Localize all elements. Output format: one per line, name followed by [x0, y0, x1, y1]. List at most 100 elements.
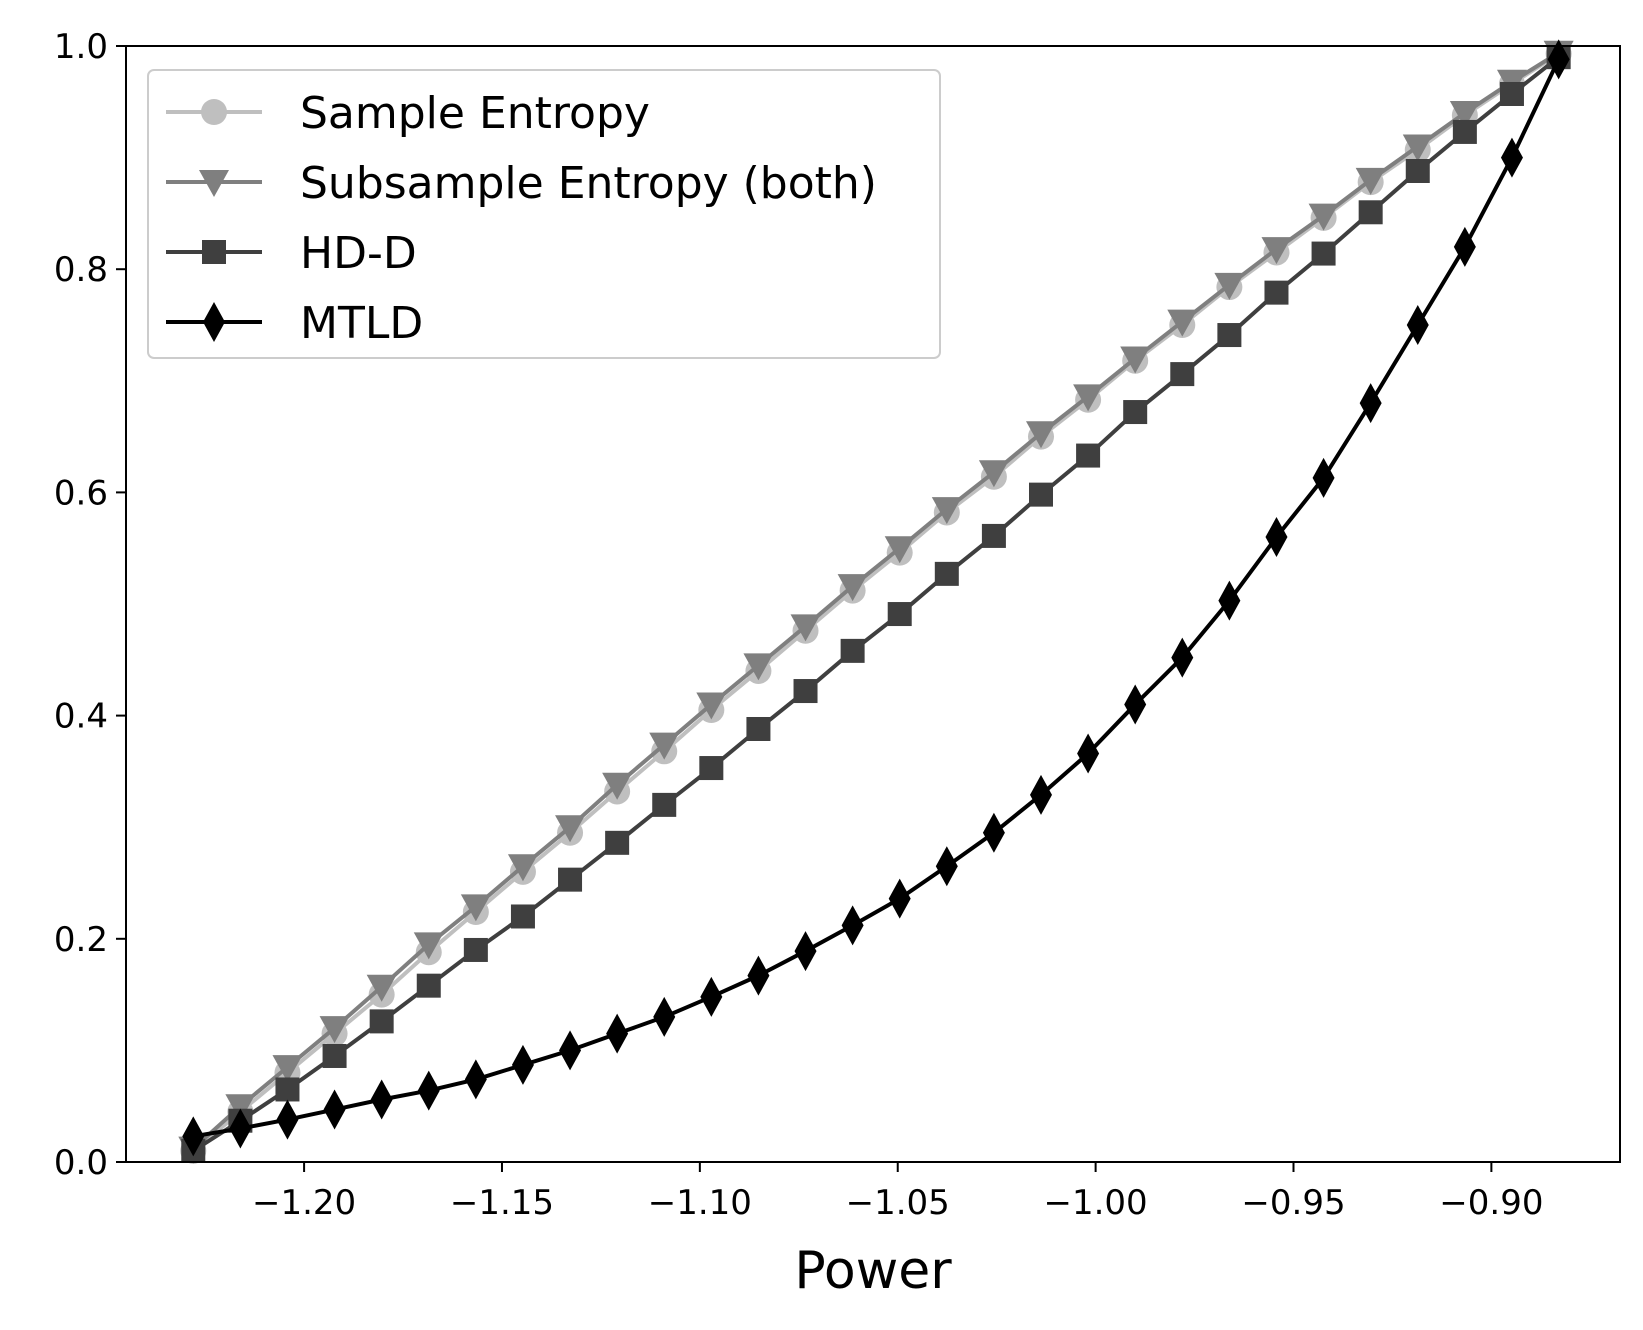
data-point	[460, 894, 491, 922]
data-point	[417, 1070, 440, 1111]
legend-marker	[201, 99, 227, 125]
data-point	[1120, 346, 1151, 374]
y-tick-label: 0.6	[54, 473, 108, 513]
plot-frame	[125, 45, 1621, 1163]
data-point	[225, 1094, 256, 1122]
legend-label: Subsample Entropy (both)	[300, 158, 877, 209]
data-point	[837, 574, 868, 602]
data-point	[1264, 280, 1289, 305]
data-point	[935, 846, 958, 887]
data-point	[1402, 134, 1433, 162]
data-point	[1217, 323, 1242, 348]
data-point	[369, 1009, 394, 1034]
data-point	[559, 1030, 582, 1071]
data-point	[1405, 158, 1430, 183]
data-point	[746, 716, 771, 741]
legend-entry: Sample Entropy	[166, 88, 650, 139]
data-point	[323, 1089, 346, 1130]
x-axis: −1.20 −1.15 −1.10 −1.05 −1.00 −0.95 −0.90	[252, 1162, 1543, 1223]
y-axis: 0.0 0.2 0.4 0.6 0.8 1.0	[54, 27, 126, 1183]
data-point	[1311, 241, 1336, 266]
data-point	[510, 904, 535, 929]
x-axis-label: Power	[794, 1241, 952, 1301]
data-point	[1030, 774, 1053, 815]
data-point	[888, 878, 911, 919]
legend-label: MTLD	[300, 298, 423, 349]
data-point	[1170, 362, 1195, 387]
data-point	[1355, 167, 1386, 195]
data-point	[794, 931, 817, 972]
data-point	[1358, 200, 1383, 225]
data-point	[1123, 400, 1148, 425]
data-point	[696, 692, 727, 720]
data-point	[887, 602, 912, 627]
data-point	[1499, 81, 1524, 106]
data-point	[1312, 457, 1335, 498]
data-point	[464, 1059, 487, 1100]
data-point	[319, 1016, 350, 1044]
data-point	[841, 905, 864, 946]
data-point	[555, 815, 586, 843]
series-hd-d	[181, 45, 1571, 1163]
data-point	[366, 974, 397, 1002]
y-tick-label: 1.0	[54, 27, 108, 67]
data-point	[700, 976, 723, 1017]
series-mtld	[182, 39, 1570, 1157]
y-tick-label: 0.0	[54, 1143, 108, 1183]
data-point	[463, 937, 488, 962]
data-point	[981, 523, 1006, 548]
legend-entry: HD-D	[166, 228, 417, 279]
data-point	[743, 653, 774, 681]
data-point	[934, 561, 959, 586]
data-point	[1029, 482, 1054, 507]
data-point	[653, 996, 676, 1037]
data-point	[1453, 226, 1476, 267]
legend-marker	[203, 302, 225, 342]
x-tick-label: −0.90	[1439, 1183, 1543, 1223]
data-point	[602, 772, 633, 800]
data-point	[884, 536, 915, 564]
data-point	[276, 1099, 299, 1140]
data-point	[649, 732, 680, 760]
data-point	[507, 854, 538, 882]
data-point	[272, 1055, 303, 1083]
data-point	[1124, 684, 1147, 725]
data-point	[1026, 421, 1057, 449]
data-point	[1452, 119, 1477, 144]
legend-entry: MTLD	[166, 298, 423, 349]
data-point	[1214, 272, 1245, 300]
data-point	[413, 932, 444, 960]
data-point	[322, 1043, 347, 1068]
data-point	[1308, 203, 1339, 231]
y-tick-label: 0.4	[54, 697, 108, 737]
data-point	[978, 460, 1009, 488]
data-point	[182, 1116, 205, 1157]
data-point	[1265, 517, 1288, 558]
legend-label: Sample Entropy	[300, 88, 650, 139]
data-point	[229, 1108, 252, 1149]
x-tick-label: −1.10	[648, 1183, 752, 1223]
legend: Sample Entropy Subsample Entropy (both) HD…	[147, 69, 941, 359]
data-point	[606, 1013, 629, 1054]
data-point	[558, 867, 583, 892]
data-point	[275, 1077, 300, 1102]
legend-entry: Subsample Entropy (both)	[166, 158, 877, 209]
data-point	[699, 756, 724, 781]
legend-label: HD-D	[300, 228, 417, 279]
y-tick-label: 0.2	[54, 920, 108, 960]
data-point	[1077, 733, 1100, 774]
data-point	[1449, 100, 1480, 128]
data-point	[652, 792, 677, 817]
data-point	[1547, 39, 1570, 80]
data-point	[747, 955, 770, 996]
legend-marker	[202, 240, 226, 264]
data-point	[416, 973, 441, 998]
data-point	[840, 638, 865, 663]
x-tick-label: −1.05	[846, 1183, 950, 1223]
legend-box	[147, 69, 941, 359]
data-point	[1171, 637, 1194, 678]
data-point	[1076, 443, 1101, 468]
data-point	[605, 830, 630, 855]
data-point	[370, 1079, 393, 1120]
